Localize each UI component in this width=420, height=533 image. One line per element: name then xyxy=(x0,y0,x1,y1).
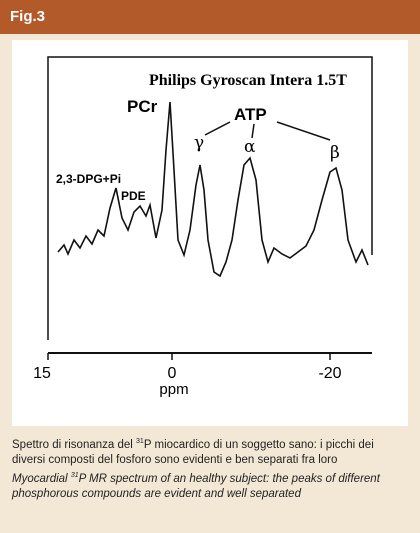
peak-label: ATP xyxy=(234,105,267,124)
peak-label: β xyxy=(330,143,340,163)
caption-text: Spettro di risonanza del xyxy=(12,438,137,451)
instrument: Philips Gyroscan Intera 1.5T xyxy=(149,72,347,89)
header: Fig.3 xyxy=(0,0,420,34)
peak-label: α xyxy=(244,137,256,157)
caption: Spettro di risonanza del 31P miocardico … xyxy=(12,434,408,502)
frame xyxy=(47,56,373,360)
peak-label: PCr xyxy=(127,97,158,116)
caption-italian: Spettro di risonanza del 31P miocardico … xyxy=(12,434,408,468)
peak-label: γ xyxy=(194,133,204,153)
figure-label: Fig.3 xyxy=(10,8,46,25)
x-axis-label: ppm xyxy=(159,381,188,398)
caption-text: Myocardial xyxy=(12,472,71,485)
caption-text: P miocardico di un soggetto sano: i picc… xyxy=(12,438,374,466)
figure: Philips Gyroscan Intera 1.5T PCr ATP γ α… xyxy=(12,40,408,426)
caption-sup: 31 xyxy=(136,438,144,445)
spectrum xyxy=(57,101,369,278)
figure-bg xyxy=(12,40,408,426)
caption-english: Myocardial 31P MR spectrum of an healthy… xyxy=(12,468,408,502)
x-tick-label: 15 xyxy=(33,365,51,382)
x-tick-label: 0 xyxy=(168,365,177,382)
caption-sup: 31 xyxy=(70,471,79,479)
peak-label: PDE xyxy=(121,189,146,203)
x-tick-label: -20 xyxy=(318,365,341,382)
caption-text: P MR spectrum of an healthy subject: the… xyxy=(12,472,380,500)
peak-label: 2,3-DPG+Pi xyxy=(56,172,121,186)
